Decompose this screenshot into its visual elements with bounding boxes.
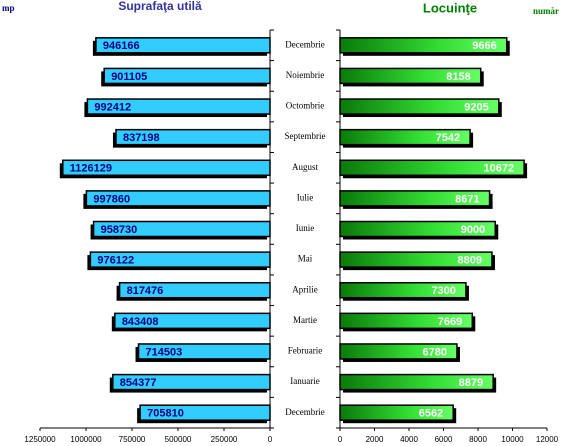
value-label: 9000 bbox=[461, 224, 485, 236]
bar bbox=[103, 67, 271, 85]
bar bbox=[139, 404, 271, 421]
x-tick-label: 0 bbox=[338, 435, 343, 444]
category-label: Aprilie bbox=[292, 284, 318, 294]
bar bbox=[85, 190, 271, 207]
x-tick-label: 10000 bbox=[501, 435, 524, 444]
x-tick-label: 8000 bbox=[469, 435, 487, 444]
bar bbox=[86, 98, 271, 115]
category-label: Ianuarie bbox=[290, 376, 319, 386]
value-label: 976122 bbox=[97, 255, 134, 267]
x-tick-label: 0 bbox=[268, 435, 273, 444]
right-unit: număr bbox=[533, 6, 559, 16]
value-label: 854377 bbox=[120, 377, 157, 389]
category-label: Octombrie bbox=[286, 101, 325, 111]
bar bbox=[339, 128, 471, 146]
x-tick-label: 1250000 bbox=[24, 435, 56, 444]
category-label: Decembrie bbox=[285, 39, 324, 49]
value-label: 946166 bbox=[103, 40, 140, 52]
x-tick-label: 500000 bbox=[165, 435, 192, 444]
category-label: August bbox=[292, 162, 319, 172]
value-label: 992412 bbox=[94, 101, 131, 113]
value-label: 997860 bbox=[93, 193, 130, 205]
value-label: 817476 bbox=[127, 285, 164, 297]
value-label: 958730 bbox=[101, 224, 138, 236]
x-tick-label: 6000 bbox=[435, 435, 453, 444]
value-label: 9666 bbox=[472, 40, 496, 52]
bar bbox=[95, 37, 271, 54]
bar bbox=[115, 128, 271, 146]
value-label: 9205 bbox=[464, 101, 488, 113]
x-tick-label: 750000 bbox=[119, 435, 146, 444]
bar bbox=[339, 251, 493, 268]
left-unit: mp bbox=[2, 3, 15, 13]
value-label: 8879 bbox=[459, 377, 483, 389]
value-label: 837198 bbox=[123, 132, 160, 144]
x-tick-label: 4000 bbox=[400, 435, 418, 444]
category-label: Iulie bbox=[297, 192, 314, 202]
value-label: 8158 bbox=[446, 71, 470, 83]
category-label: Septembrie bbox=[285, 131, 326, 141]
bar bbox=[339, 98, 500, 115]
right-title: Locuinţe bbox=[423, 0, 477, 15]
bar bbox=[137, 343, 271, 360]
bar bbox=[89, 251, 271, 268]
left-title: Suprafaţa utilă bbox=[118, 0, 202, 13]
value-label: 901105 bbox=[111, 71, 147, 83]
bar bbox=[339, 343, 458, 360]
bar bbox=[114, 312, 271, 330]
value-label: 8671 bbox=[455, 193, 479, 205]
bar bbox=[92, 220, 271, 238]
bar bbox=[339, 37, 508, 54]
value-label: 1126129 bbox=[70, 163, 112, 175]
category-label: Mai bbox=[298, 254, 313, 264]
value-label: 714503 bbox=[146, 346, 183, 358]
bar bbox=[339, 373, 494, 391]
bar bbox=[62, 159, 271, 177]
value-label: 7542 bbox=[436, 132, 460, 144]
bar bbox=[112, 373, 271, 391]
x-tick-label: 2000 bbox=[366, 435, 384, 444]
x-tick-label: 1000000 bbox=[70, 435, 102, 444]
value-label: 6562 bbox=[419, 408, 443, 420]
bar bbox=[339, 220, 496, 238]
value-label: 10672 bbox=[483, 163, 514, 175]
value-label: 843408 bbox=[122, 316, 159, 328]
category-label: Decembrie bbox=[285, 407, 324, 417]
bar bbox=[339, 312, 474, 330]
bar bbox=[118, 281, 271, 299]
x-tick-label: 12000 bbox=[536, 435, 559, 444]
bar bbox=[339, 404, 454, 421]
category-label: Iunie bbox=[296, 223, 315, 233]
value-label: 7669 bbox=[438, 316, 462, 328]
category-label: Noiembrie bbox=[286, 70, 325, 80]
category-label: Februarie bbox=[288, 346, 322, 356]
bar bbox=[339, 190, 491, 207]
value-label: 8809 bbox=[457, 255, 481, 267]
value-label: 6780 bbox=[422, 346, 446, 358]
x-tick-label: 250000 bbox=[211, 435, 238, 444]
bar bbox=[339, 281, 467, 299]
bar bbox=[339, 67, 482, 85]
bar bbox=[339, 159, 525, 177]
value-label: 7300 bbox=[431, 285, 455, 297]
category-label: Martie bbox=[293, 315, 317, 325]
value-label: 705810 bbox=[147, 408, 184, 420]
